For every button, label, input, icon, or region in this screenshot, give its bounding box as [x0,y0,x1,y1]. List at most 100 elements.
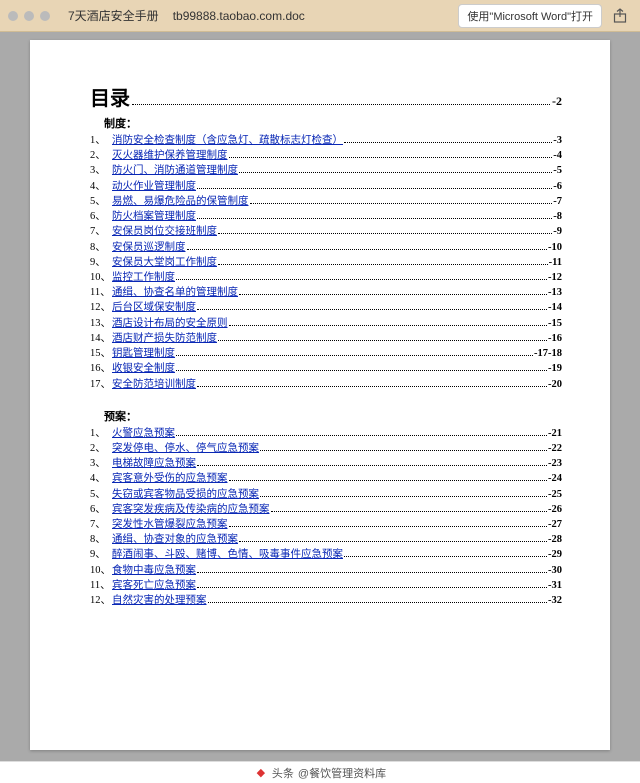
toc-item-link[interactable]: 灭火器维护保养管理制度 [112,148,228,163]
toc-item-number: 12、 [90,300,112,315]
leader-dots [208,596,548,604]
toc-item-link[interactable]: 火警应急预案 [112,426,175,441]
leader-dots [260,443,547,451]
share-icon[interactable] [608,5,632,27]
toc-item-page: -31 [548,578,562,593]
toc-item-page: -22 [548,441,562,456]
toc-item: 8、安保员巡逻制度 -10 [90,240,562,255]
toc-item-page: -5 [553,163,562,178]
toc-item-page: -28 [548,532,562,547]
toc-item-link[interactable]: 易燃、易爆危险品的保管制度 [112,194,249,209]
toc-item-number: 16、 [90,361,112,376]
toc-item-link[interactable]: 电梯故障应急预案 [112,456,196,471]
toc-item-link[interactable]: 防火档案管理制度 [112,209,196,224]
toutiao-icon: ◆ [254,766,268,780]
toc-item: 11、宾客死亡应急预案 -31 [90,578,562,593]
toc-item: 2、灭火器维护保养管理制度-4 [90,148,562,163]
toc-title-page: -2 [552,94,562,109]
toc-item: 6、宾客突发疾病及传染病的应急预案 -26 [90,502,562,517]
toc-item-page: -26 [548,502,562,517]
minimize-icon[interactable] [24,11,34,21]
toc-item: 9、醉酒闹事、斗殴、赌博、色情、吸毒事件应急预案-29 [90,547,562,562]
toc-item-number: 12、 [90,593,112,608]
toc-item-page: -4 [553,148,562,163]
toc-item-number: 6、 [90,209,112,224]
toc-item-link[interactable]: 安全防范培训制度 [112,377,196,392]
toc-item-number: 13、 [90,316,112,331]
toc-item: 7、突发性水管爆裂应急预案 -27 [90,517,562,532]
toc-item-link[interactable]: 失窃或宾客物品受损的应急预案 [112,487,259,502]
close-icon[interactable] [8,11,18,21]
toc-item-page: -11 [549,255,562,270]
leader-dots [239,166,552,174]
toc-item: 5、失窃或宾客物品受损的应急预案-25 [90,487,562,502]
toc-list-systems: 1、消防安全检查制度（含应急灯、疏散标志灯检查）-32、灭火器维护保养管理制度-… [90,133,562,392]
toc-item-page: -27 [548,517,562,532]
toc-item-link[interactable]: 突发停电、停水、停气应急预案 [112,441,259,456]
toc-item-link[interactable]: 突发性水管爆裂应急预案 [112,517,228,532]
toc-item-link[interactable]: 醉酒闹事、斗殴、赌博、色情、吸毒事件应急预案 [112,547,343,562]
toc-item-link[interactable]: 通缉、协查名单的管理制度 [112,285,238,300]
toc-item-page: -24 [548,471,562,486]
toc-item-link[interactable]: 钥匙管理制度 [112,346,175,361]
toc-item-number: 10、 [90,270,112,285]
toc-item-link[interactable]: 自然灾害的处理预案 [112,593,207,608]
tab-manual[interactable]: 7天酒店安全手册 [68,7,159,24]
footer-prefix: 头条 [272,765,294,781]
toc-item-link[interactable]: 后台区域保安制度 [112,300,196,315]
toc-item-link[interactable]: 酒店财产损失防范制度 [112,331,217,346]
toc-item: 1、消防安全检查制度（含应急灯、疏散标志灯检查）-3 [90,133,562,148]
leader-dots [197,212,552,220]
toc-item: 10、监控工作制度-12 [90,270,562,285]
toc-item-number: 11、 [90,285,112,300]
toc-item-link[interactable]: 防火门、消防通道管理制度 [112,163,238,178]
toc-item-link[interactable]: 消防安全检查制度（含应急灯、疏散标志灯检查） [112,133,343,148]
toc-item: 10、食物中毒应急预案-30 [90,563,562,578]
toc-item-link[interactable]: 宾客突发疾病及传染病的应急预案 [112,502,270,517]
toc-item-link[interactable]: 安保员岗位交接班制度 [112,224,217,239]
toc-item-page: -29 [548,547,562,562]
toc-item-number: 10、 [90,563,112,578]
toc-item-page: -19 [548,361,562,376]
toc-item-link[interactable]: 安保员巡逻制度 [112,240,186,255]
leader-dots [229,151,553,159]
toc-item-number: 1、 [90,133,112,148]
toc-item-link[interactable]: 酒店设计布局的安全原则 [112,316,228,331]
open-with-word-button[interactable]: 使用"Microsoft Word"打开 [458,4,602,28]
toc-item: 15、钥匙管理制度-17-18 [90,346,562,361]
zoom-icon[interactable] [40,11,50,21]
toc-item-page: -9 [553,224,562,239]
toc-item-link[interactable]: 安保员大堂岗工作制度 [112,255,217,270]
toc-item-page: -6 [553,179,562,194]
toc-item-link[interactable]: 收银安全制度 [112,361,175,376]
toc-item-number: 11、 [90,578,112,593]
leader-dots [197,459,547,467]
leader-dots [218,333,547,341]
section-heading-plans: 预案： [90,408,562,424]
toc-item-link[interactable]: 通缉、协查对象的应急预案 [112,532,238,547]
toc-item-link[interactable]: 食物中毒应急预案 [112,563,196,578]
document-page: 目录 -2 制度： 1、消防安全检查制度（含应急灯、疏散标志灯检查）-32、灭火… [30,40,610,750]
toc-item-link[interactable]: 监控工作制度 [112,270,175,285]
tab-filename[interactable]: tb99888.taobao.com.doc [173,9,305,23]
toc-item-number: 6、 [90,502,112,517]
leader-dots [176,428,547,436]
toc-item-number: 5、 [90,194,112,209]
footer-handle: @餐饮管理资料库 [298,765,386,781]
toc-item-link[interactable]: 宾客死亡应急预案 [112,578,196,593]
toc-item-number: 8、 [90,532,112,547]
toc-item-number: 17、 [90,377,112,392]
toc-item-page: -7 [553,194,562,209]
leader-dots [344,550,547,558]
toc-item-number: 7、 [90,517,112,532]
attribution-footer: ◆ 头条 @餐饮管理资料库 [0,761,640,783]
toc-item: 5、易燃、易爆危险品的保管制度 -7 [90,194,562,209]
toc-item: 14、酒店财产损失防范制度-16 [90,331,562,346]
toc-item-number: 8、 [90,240,112,255]
toc-item-number: 4、 [90,179,112,194]
leader-dots [229,519,548,527]
toc-item: 6、防火档案管理制度-8 [90,209,562,224]
toc-item-link[interactable]: 宾客意外受伤的应急预案 [112,471,228,486]
toc-item-link[interactable]: 动火作业管理制度 [112,179,196,194]
toc-item-page: -10 [548,240,562,255]
